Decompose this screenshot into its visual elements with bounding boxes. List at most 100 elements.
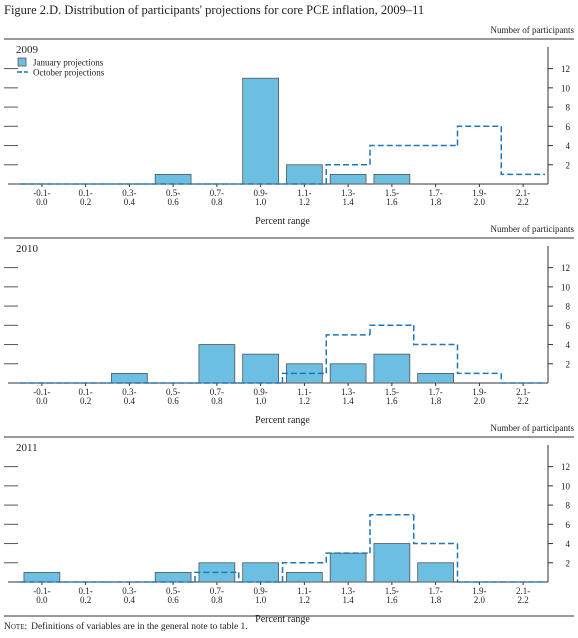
y-tick-label: 6 — [566, 520, 571, 530]
step-outline — [500, 126, 545, 176]
x-tick-label: 0.3-0.4 — [122, 188, 136, 207]
y-tick-label: 8 — [566, 302, 571, 312]
legend-label: January projections — [33, 58, 104, 68]
x-tick-label: 1.9-2.0 — [472, 387, 486, 406]
panel-title: 2009 — [16, 44, 39, 56]
step-outline — [456, 543, 502, 583]
x-tick-label: -0.1-0.0 — [33, 586, 50, 605]
step-outline — [194, 571, 239, 582]
x-tick-label: 0.7-0.8 — [210, 586, 224, 605]
x-tick-label: 2.1-2.2 — [516, 387, 530, 406]
bar — [286, 164, 323, 185]
bar — [23, 571, 61, 583]
x-tick-label: 1.5-1.6 — [385, 586, 399, 605]
x-tick-label: 0.5-0.6 — [166, 387, 180, 406]
x-tick-label: -0.1-0.0 — [33, 387, 50, 406]
bar — [242, 353, 279, 384]
panel-title: 2010 — [16, 243, 39, 255]
x-tick-label: 0.3-0.4 — [122, 387, 136, 406]
x-tick-label: 1.3-1.4 — [341, 188, 355, 207]
bar — [242, 77, 279, 185]
x-tick-label: 1.5-1.6 — [385, 188, 399, 207]
x-tick-label: 2.1-2.2 — [516, 586, 530, 605]
y-tick-label: 10 — [561, 282, 571, 292]
bar — [417, 372, 454, 384]
step-outline — [456, 125, 502, 146]
bar — [154, 571, 192, 583]
step-outline — [325, 334, 370, 374]
x-axis-label: Percent range — [255, 614, 310, 625]
bar — [198, 344, 236, 384]
y-tick-label: 4 — [566, 141, 571, 151]
x-tick-label: 0.1-0.2 — [79, 586, 93, 605]
y-axis-label: Number of participants — [491, 423, 575, 433]
x-tick-label: 1.1-1.2 — [297, 188, 311, 207]
legend-label: October projections — [33, 68, 105, 78]
bar — [111, 372, 148, 384]
y-tick-label: 4 — [566, 340, 571, 350]
step-outline — [413, 325, 458, 346]
note-label: Note: — [4, 622, 27, 632]
step-outline — [325, 552, 370, 563]
y-tick-label: 8 — [566, 501, 571, 511]
step-outline — [325, 164, 370, 184]
bar — [154, 173, 192, 185]
x-axis-label: Percent range — [255, 216, 310, 227]
x-tick-label: 1.7-1.8 — [429, 188, 443, 207]
y-tick-label: 2 — [566, 359, 571, 369]
x-tick-label: 1.7-1.8 — [429, 586, 443, 605]
panel-title: 2011 — [16, 442, 38, 454]
y-tick-label: 4 — [566, 539, 571, 549]
x-tick-label: 1.9-2.0 — [472, 188, 486, 207]
x-tick-label: 0.7-0.8 — [210, 188, 224, 207]
y-axis-label: Number of participants — [491, 224, 575, 234]
x-tick-label: 0.5-0.6 — [166, 188, 180, 207]
x-tick-label: 1.7-1.8 — [429, 387, 443, 406]
x-tick-label: 0.1-0.2 — [79, 387, 93, 406]
y-tick-label: 12 — [561, 64, 570, 74]
bar — [417, 562, 454, 583]
x-tick-label: 0.9-1.0 — [254, 188, 268, 207]
y-tick-label: 2 — [566, 558, 571, 568]
x-tick-label: 0.3-0.4 — [122, 586, 136, 605]
y-tick-label: 6 — [566, 321, 571, 331]
y-tick-label: 8 — [566, 103, 571, 113]
x-tick-label: 0.9-1.0 — [254, 387, 268, 406]
y-tick-label: 2 — [566, 160, 571, 170]
x-tick-label: 1.1-1.2 — [297, 586, 311, 605]
x-tick-label: 1.3-1.4 — [341, 586, 355, 605]
x-tick-label: 1.3-1.4 — [341, 387, 355, 406]
x-tick-label: 0.5-0.6 — [166, 586, 180, 605]
figure-title: Figure 2.D. Distribution of participants… — [4, 3, 424, 17]
step-outline — [413, 514, 458, 545]
bar — [373, 543, 411, 583]
x-tick-label: 0.9-1.0 — [254, 586, 268, 605]
step-outline — [238, 572, 283, 583]
step-outline — [369, 144, 414, 165]
bar — [329, 552, 367, 583]
x-tick-label: 0.1-0.2 — [79, 188, 93, 207]
y-axis-label: Number of participants — [491, 25, 575, 35]
x-tick-label: -0.1-0.0 — [33, 188, 50, 207]
bar — [373, 353, 411, 384]
y-tick-label: 6 — [566, 122, 571, 132]
x-tick-label: 1.5-1.6 — [385, 387, 399, 406]
bar — [286, 571, 323, 583]
x-tick-label: 0.7-0.8 — [210, 387, 224, 406]
x-tick-label: 1.9-2.0 — [472, 586, 486, 605]
bar — [329, 173, 367, 185]
x-tick-label: 1.1-1.2 — [297, 387, 311, 406]
step-outline — [456, 344, 502, 375]
note: Note: Definitions of variables are in the… — [4, 621, 248, 632]
step-outline — [281, 372, 327, 383]
bar — [373, 173, 411, 185]
step-outline — [369, 324, 414, 335]
step-outline — [369, 513, 414, 554]
step-outline — [281, 562, 327, 582]
y-tick-label: 12 — [561, 263, 570, 273]
x-axis-label: Percent range — [255, 415, 310, 426]
y-tick-label: 12 — [561, 462, 570, 472]
note-text: Definitions of variables are in the gene… — [31, 621, 248, 632]
x-tick-label: 2.1-2.2 — [516, 188, 530, 207]
